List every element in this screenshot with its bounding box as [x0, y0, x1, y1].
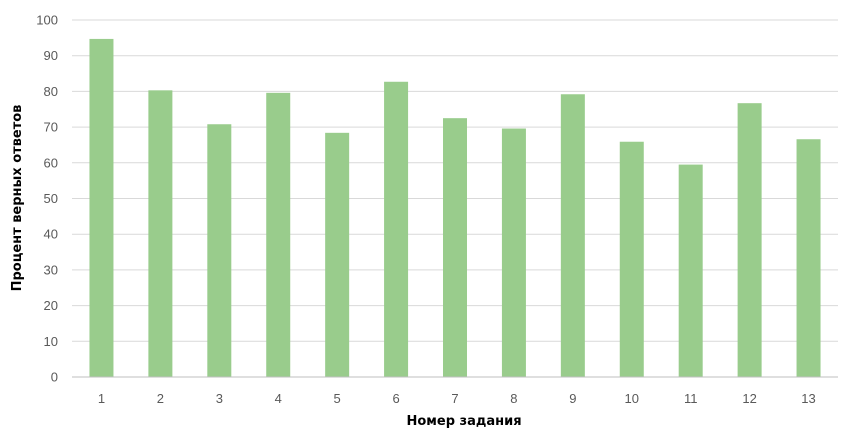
y-tick-label: 10 [44, 334, 58, 349]
x-tick-label: 3 [216, 391, 223, 406]
bar-11 [678, 164, 703, 377]
y-tick-label: 100 [36, 13, 58, 28]
bar-3 [207, 124, 232, 377]
x-axis-title: Номер задания [406, 414, 521, 429]
bar-12 [737, 103, 762, 377]
x-tick-label: 11 [684, 391, 698, 406]
bar-8 [501, 128, 526, 377]
bar-4 [266, 92, 291, 377]
x-tick-label: 4 [275, 391, 282, 406]
bars [89, 38, 821, 378]
x-tick-label: 7 [451, 391, 458, 406]
x-tick-label: 8 [510, 391, 517, 406]
x-tick-label: 13 [801, 391, 815, 406]
y-axis-title: Процент верных ответов [10, 105, 25, 292]
x-tick-label: 2 [157, 391, 164, 406]
bar-6 [384, 81, 409, 378]
x-tick-label: 12 [742, 391, 756, 406]
y-tick-label: 20 [44, 298, 58, 313]
y-tick-label: 90 [44, 48, 58, 63]
x-tick-labels: 1 2 3 4 5 6 7 8 9 10 11 12 13 [98, 391, 816, 406]
x-tick-label: 6 [392, 391, 399, 406]
bar-1 [89, 38, 114, 378]
y-tick-label: 30 [44, 262, 58, 277]
bar-13 [796, 139, 821, 377]
x-tick-label: 9 [569, 391, 576, 406]
bar-5 [325, 132, 350, 377]
y-tick-label: 0 [51, 370, 58, 385]
x-tick-label: 5 [334, 391, 341, 406]
y-tick-label: 70 [44, 120, 58, 135]
y-tick-label: 60 [44, 155, 58, 170]
bar-9 [560, 94, 585, 378]
y-tick-label: 40 [44, 227, 58, 242]
y-tick-labels: 0 10 20 30 40 50 60 70 80 90 100 [36, 13, 58, 385]
y-tick-label: 80 [44, 84, 58, 99]
bar-7 [443, 118, 467, 378]
bar-10 [619, 141, 644, 377]
y-tick-label: 50 [44, 191, 58, 206]
bar-2 [148, 90, 173, 377]
x-tick-label: 1 [98, 391, 105, 406]
x-tick-label: 10 [625, 391, 639, 406]
